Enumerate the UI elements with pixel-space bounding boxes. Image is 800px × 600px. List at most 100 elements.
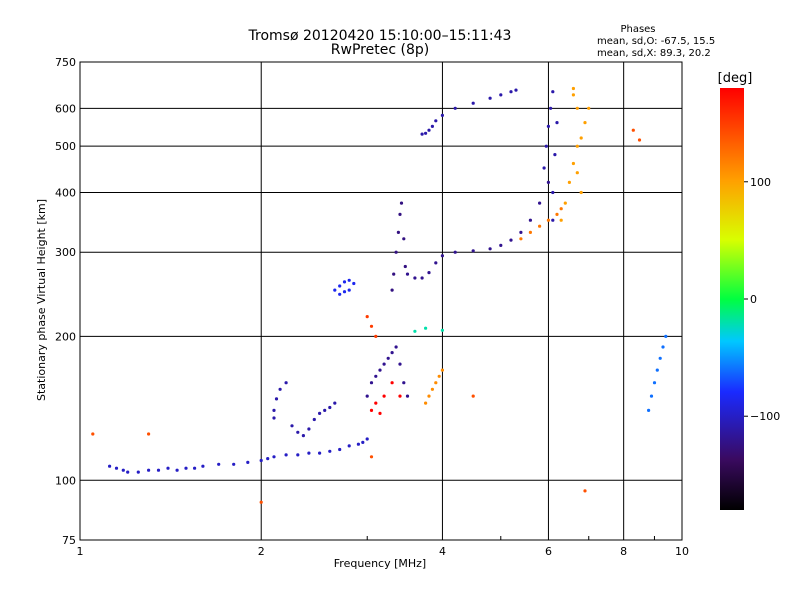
colorbar-label: [deg]: [718, 71, 753, 86]
data-point: [555, 212, 559, 216]
x-tick-label: 10: [675, 545, 689, 558]
data-point: [587, 106, 591, 110]
data-point: [420, 132, 424, 136]
data-point: [471, 249, 475, 253]
x-tick-label: 8: [620, 545, 627, 558]
data-point: [631, 128, 635, 132]
data-point: [538, 224, 542, 228]
data-point: [575, 144, 579, 148]
colorbar-tick-label: 100: [750, 176, 771, 189]
data-point: [434, 261, 438, 265]
data-point: [655, 368, 659, 372]
data-point: [427, 128, 431, 132]
colorbar: [deg] 100 0 −100: [718, 71, 780, 510]
data-point: [453, 250, 457, 254]
data-point: [405, 272, 410, 276]
y-tick-label: 400: [55, 186, 76, 199]
data-point: [403, 264, 407, 269]
data-point: [390, 288, 394, 292]
data-point: [430, 124, 434, 128]
data-point: [398, 362, 402, 366]
data-point: [420, 276, 424, 280]
data-point: [356, 442, 360, 446]
data-point: [136, 470, 140, 474]
data-point: [567, 180, 572, 184]
data-point: [121, 468, 125, 472]
data-point: [338, 447, 342, 452]
y-tick-label: 100: [55, 474, 76, 487]
data-point: [217, 462, 221, 466]
data-point: [259, 458, 263, 463]
data-point: [166, 466, 170, 470]
data-point: [519, 230, 523, 234]
data-point: [546, 218, 551, 222]
data-point: [544, 144, 548, 148]
data-point: [259, 500, 263, 504]
data-point: [175, 468, 179, 472]
data-point: [114, 466, 119, 470]
data-point: [398, 394, 402, 398]
data-point: [318, 411, 322, 415]
data-point: [563, 201, 567, 205]
data-point: [323, 408, 327, 412]
data-point: [551, 190, 555, 195]
data-point: [453, 106, 457, 110]
data-point: [374, 401, 378, 405]
data-point: [488, 96, 492, 100]
data-point: [542, 166, 546, 170]
data-point: [579, 190, 583, 195]
grid-lines: [80, 62, 682, 540]
data-point: [434, 119, 438, 123]
data-point: [126, 470, 130, 474]
data-point: [147, 432, 151, 436]
data-point: [405, 394, 410, 398]
data-point: [546, 124, 551, 128]
data-point: [290, 424, 294, 428]
data-point: [284, 453, 288, 457]
y-axis-ticks: 75 100 200 300 400 500 600 750: [55, 56, 76, 547]
data-point: [374, 374, 378, 378]
data-point: [637, 138, 642, 142]
data-point: [382, 362, 386, 366]
data-point: [156, 468, 161, 472]
data-point: [551, 90, 555, 94]
data-point: [538, 201, 542, 205]
data-point: [347, 288, 351, 292]
data-point: [328, 449, 332, 453]
phases-title: Phases: [620, 24, 655, 35]
data-point: [193, 466, 197, 470]
colorbar-tick-label: −100: [750, 410, 780, 423]
data-point: [519, 237, 523, 241]
data-point: [440, 113, 444, 117]
data-point: [301, 434, 305, 438]
data-point: [652, 381, 657, 385]
plot-frame: [79, 61, 683, 541]
data-point: [430, 387, 434, 391]
y-tick-label: 600: [55, 102, 76, 115]
data-point: [394, 250, 398, 254]
data-point: [499, 93, 503, 97]
data-point: [579, 136, 583, 140]
data-point: [374, 334, 378, 338]
chart-title: Tromsø 20120420 15:10:00–15:11:43: [248, 28, 512, 44]
data-point: [551, 218, 555, 222]
data-point: [553, 153, 557, 157]
data-point: [514, 88, 518, 92]
data-point: [246, 460, 250, 464]
data-point: [509, 238, 513, 242]
data-point: [365, 437, 369, 441]
data-point: [333, 288, 337, 292]
y-tick-label: 500: [55, 140, 76, 153]
title-block: Tromsø 20120420 15:10:00–15:11:43 RwPret…: [248, 28, 512, 58]
data-point: [307, 451, 311, 455]
data-point: [546, 180, 551, 184]
data-point: [338, 284, 342, 288]
data-point: [91, 432, 95, 436]
data-point: [509, 90, 513, 94]
data-point: [571, 86, 576, 91]
data-point: [318, 451, 322, 455]
data-point: [369, 381, 374, 385]
colorbar-gradient: [720, 88, 744, 510]
data-point: [312, 417, 316, 422]
data-point: [440, 368, 444, 372]
